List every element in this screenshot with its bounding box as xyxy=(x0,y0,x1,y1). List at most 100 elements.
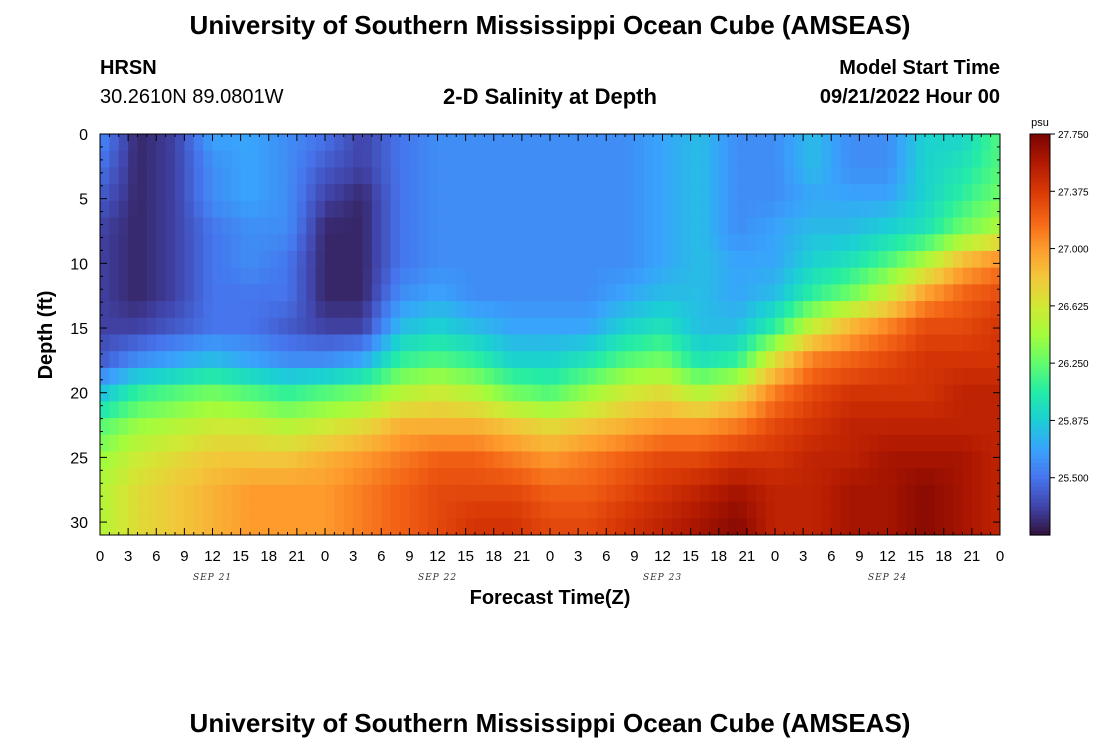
heatmap-cell xyxy=(343,501,354,519)
heatmap-cell xyxy=(325,217,335,235)
heatmap-cell xyxy=(437,418,448,436)
heatmap-cell xyxy=(212,468,223,486)
heatmap-cell xyxy=(165,351,176,369)
heatmap-cell xyxy=(746,150,757,169)
heatmap-cell xyxy=(475,200,485,219)
heatmap-cell xyxy=(315,351,326,369)
heatmap-cell xyxy=(971,451,982,469)
heatmap-cell xyxy=(775,234,785,252)
heatmap-cell xyxy=(381,150,392,169)
heatmap-cell xyxy=(165,284,176,302)
colorbar-swatch xyxy=(1030,518,1050,524)
heatmap-cell xyxy=(146,367,157,386)
heatmap-cell xyxy=(737,217,748,235)
heatmap-cell xyxy=(840,167,851,185)
heatmap-cell xyxy=(671,451,682,469)
heatmap-cell xyxy=(653,434,664,453)
heatmap-cell xyxy=(100,250,110,269)
heatmap-cell xyxy=(690,234,701,252)
heatmap-cell xyxy=(831,317,842,336)
heatmap-cell xyxy=(175,317,185,336)
heatmap-cell xyxy=(193,234,204,252)
heatmap-cell xyxy=(400,451,410,469)
heatmap-cell xyxy=(503,451,514,469)
heatmap-cell xyxy=(240,167,251,185)
heatmap-cell xyxy=(381,167,392,185)
heatmap-cell xyxy=(231,200,242,219)
heatmap-cell xyxy=(446,468,457,486)
heatmap-cell xyxy=(540,301,551,319)
heatmap-cell xyxy=(709,401,720,419)
heatmap-cell xyxy=(278,401,289,419)
heatmap-cell xyxy=(953,384,964,402)
colorbar-swatch xyxy=(1030,398,1050,404)
colorbar-swatch xyxy=(1030,374,1050,380)
heatmap-cell xyxy=(728,250,739,269)
heatmap-cell xyxy=(953,518,964,535)
heatmap-cell xyxy=(325,434,335,453)
heatmap-cell xyxy=(681,234,692,252)
heatmap-cell xyxy=(146,301,157,319)
heatmap-cell xyxy=(981,334,992,352)
heatmap-cell xyxy=(418,184,429,202)
heatmap-cell xyxy=(240,134,251,152)
heatmap-cell xyxy=(615,267,626,285)
heatmap-cell xyxy=(606,434,617,453)
heatmap-cell xyxy=(268,468,279,486)
heatmap-cell xyxy=(981,384,992,402)
heatmap-cell xyxy=(784,367,795,386)
heatmap-cell xyxy=(409,184,420,202)
heatmap-cell xyxy=(953,434,964,453)
heatmap-cell xyxy=(990,284,1000,302)
heatmap-cell xyxy=(625,217,635,235)
heatmap-cell xyxy=(925,518,935,535)
heatmap-cell xyxy=(775,501,785,519)
heatmap-cell xyxy=(728,217,739,235)
heatmap-cell xyxy=(521,418,532,436)
heatmap-cell xyxy=(521,317,532,336)
heatmap-cell xyxy=(128,250,139,269)
heatmap-cell xyxy=(221,150,232,169)
heatmap-cell xyxy=(981,284,992,302)
y-tick-label: 15 xyxy=(70,321,88,338)
heatmap-cell xyxy=(718,267,729,285)
heatmap-cell xyxy=(831,150,842,169)
heatmap-cell xyxy=(175,234,185,252)
heatmap-cell xyxy=(671,217,682,235)
heatmap-cell xyxy=(193,167,204,185)
heatmap-cell xyxy=(409,167,420,185)
heatmap-cell xyxy=(559,351,570,369)
heatmap-cell xyxy=(587,484,598,503)
heatmap-cell xyxy=(465,234,476,252)
heatmap-cell xyxy=(887,468,898,486)
heatmap-cell xyxy=(746,434,757,453)
heatmap-cell xyxy=(606,234,617,252)
colorbar-swatch xyxy=(1030,238,1050,243)
heatmap-cell xyxy=(671,501,682,519)
heatmap-cell xyxy=(653,451,664,469)
heatmap-cell xyxy=(521,367,532,386)
heatmap-cell xyxy=(212,150,223,169)
heatmap-cell xyxy=(625,484,635,503)
heatmap-cell xyxy=(268,401,279,419)
heatmap-cell xyxy=(446,484,457,503)
heatmap-cell xyxy=(981,134,992,152)
heatmap-cell xyxy=(690,501,701,519)
heatmap-cell xyxy=(765,250,776,269)
heatmap-cell xyxy=(381,501,392,519)
heatmap-cell xyxy=(718,451,729,469)
heatmap-cell xyxy=(559,234,570,252)
heatmap-cell xyxy=(100,518,110,535)
heatmap-cell xyxy=(475,401,485,419)
colorbar-swatch xyxy=(1030,338,1050,344)
heatmap-cell xyxy=(446,184,457,202)
colorbar-swatch xyxy=(1030,354,1050,360)
heatmap-cell xyxy=(268,367,279,386)
heatmap-cell xyxy=(531,134,542,152)
heatmap-cell xyxy=(437,367,448,386)
heatmap-cell xyxy=(718,418,729,436)
heatmap-cell xyxy=(193,301,204,319)
heatmap-cell xyxy=(793,468,804,486)
colorbar-swatch xyxy=(1030,138,1050,143)
heatmap-cell xyxy=(887,367,898,386)
